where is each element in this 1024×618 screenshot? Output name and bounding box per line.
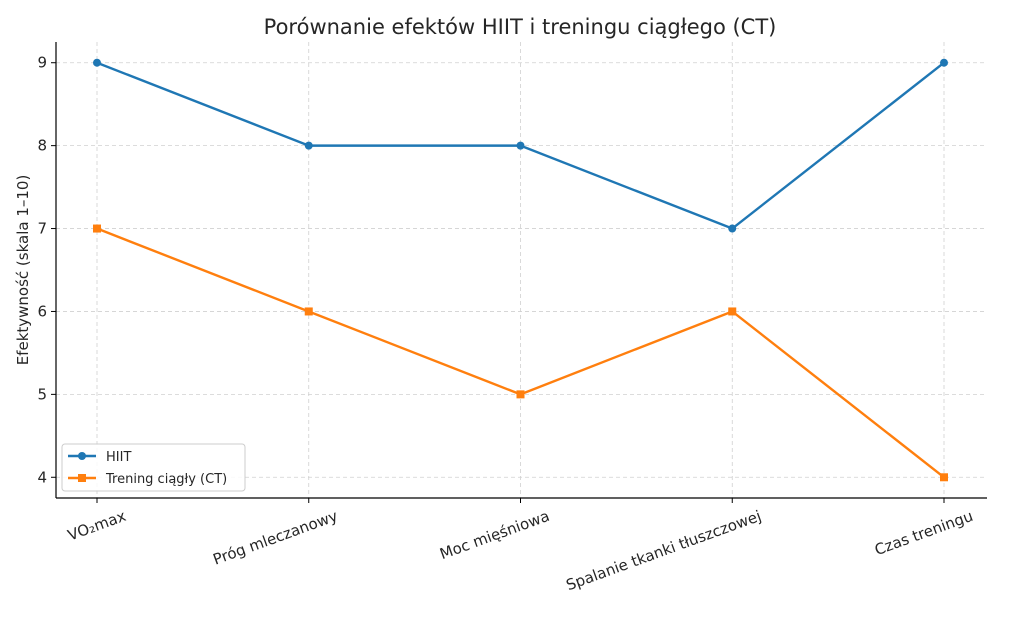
data-point [516, 390, 525, 399]
data-point [93, 58, 101, 67]
tick-labels: 4 5 6 7 8 9 VO₂max Próg mleczanowy Moc mięśniowa… [37, 54, 975, 595]
legend: HIIT Trening ciągły (CT) [61, 443, 246, 492]
data-point [940, 473, 948, 482]
grid-lines [56, 42, 987, 498]
data-point [304, 307, 313, 316]
legend-marker [78, 474, 86, 482]
data-point [728, 224, 737, 233]
x-tick-label: Czas treningu [872, 507, 975, 559]
y-tick-label: 8 [37, 137, 47, 155]
y-axis-label: Efektywność (skala 1–10) [14, 175, 32, 366]
data-point [516, 141, 525, 150]
y-tick-label: 9 [37, 54, 47, 72]
legend-box [61, 443, 246, 492]
x-tick-label: VO₂max [65, 507, 128, 545]
y-tick-label: 5 [37, 385, 47, 403]
series-layer [93, 58, 948, 482]
x-tick-label: Spalanie tkanki tłuszczowej [564, 507, 764, 594]
legend-marker [78, 452, 86, 460]
data-point [93, 224, 101, 233]
data-point [940, 58, 948, 67]
legend-label: HIIT [106, 450, 131, 465]
x-tick-label: Próg mleczanowy [211, 507, 341, 569]
axes [51, 42, 987, 503]
data-point [728, 307, 737, 316]
y-tick-label: 6 [37, 302, 47, 320]
y-tick-label: 7 [37, 220, 47, 238]
data-point [304, 141, 313, 150]
y-tick-label: 4 [37, 468, 47, 486]
legend-label: Trening ciągły (CT) [105, 472, 227, 487]
chart-title: Porównanie efektów HIIT i treningu ciągł… [264, 15, 777, 39]
x-tick-label: Moc mięśniowa [437, 507, 551, 563]
